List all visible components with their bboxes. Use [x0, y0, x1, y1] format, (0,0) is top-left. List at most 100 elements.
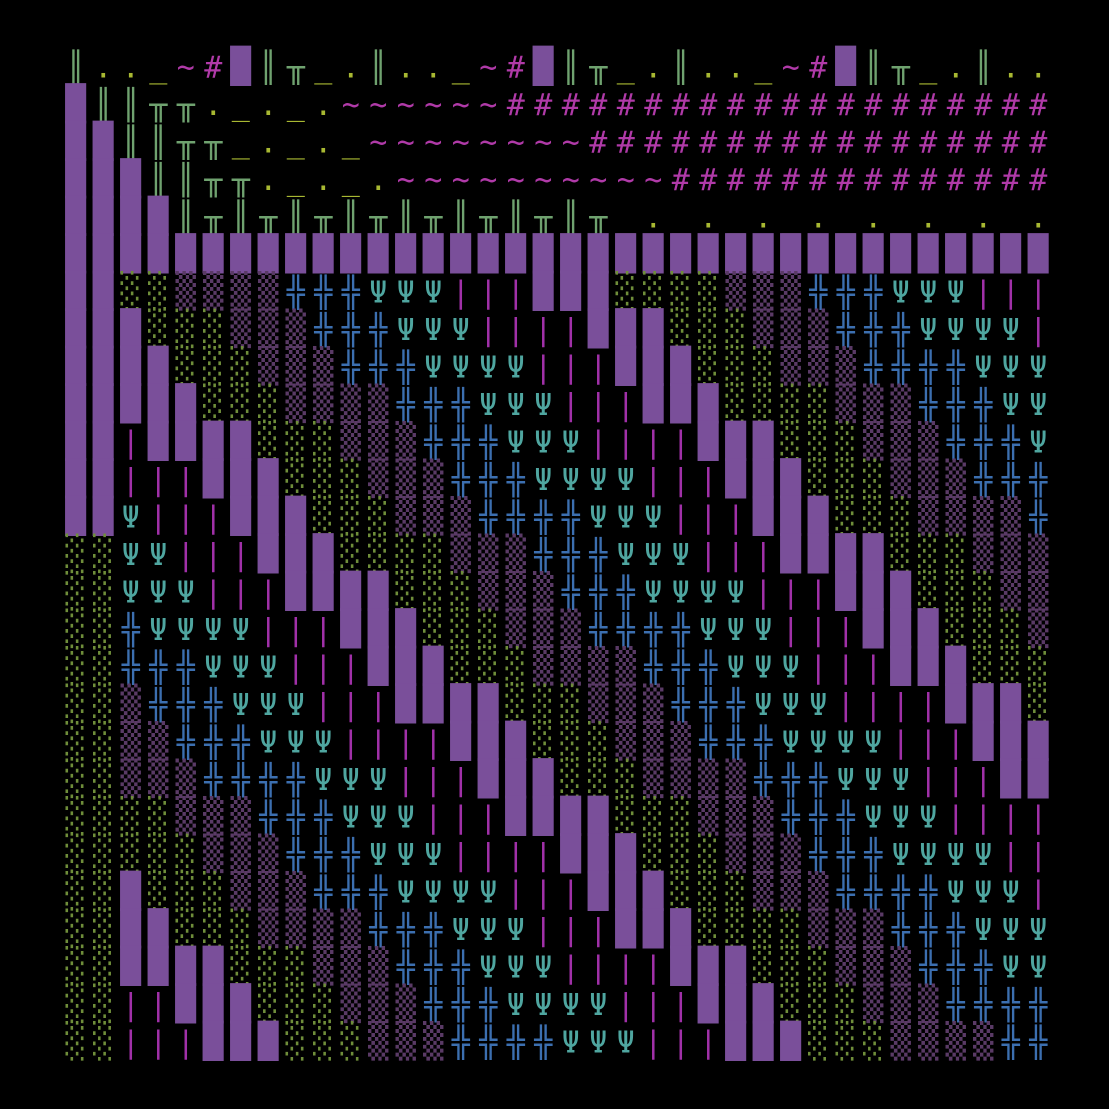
teal-fork-glyph-cell: Ψ — [562, 988, 580, 1023]
green-dotted-block-cell: ░ — [93, 683, 113, 724]
blue-cross-glyph-cell: ╬ — [451, 386, 471, 423]
green-dotted-block-cell: ░ — [66, 1020, 86, 1061]
green-dotted-block-cell: ░ — [781, 383, 801, 424]
magenta-tilde-glyph-cell: ~ — [534, 163, 552, 198]
green-double-pipe-glyph-cell: ║ — [397, 198, 415, 235]
blue-cross-glyph-cell: ╬ — [561, 573, 581, 610]
green-dotted-block-cell: ░ — [93, 533, 113, 574]
green-dotted-block-cell: ░ — [561, 720, 581, 761]
yellow-dot-glyph-cell: . — [369, 163, 387, 198]
blue-cross-glyph-cell: ╬ — [1001, 986, 1021, 1023]
magenta-bar-glyph-cell: | — [727, 538, 745, 573]
yellow-dot-glyph-cell: . — [644, 200, 662, 235]
magenta-bar-glyph-cell: | — [177, 500, 195, 535]
purple-solid-block-cell: █ — [120, 158, 142, 199]
dark-purple-shade-block-cell: ▒ — [313, 945, 334, 986]
teal-fork-glyph-cell: Ψ — [149, 575, 167, 610]
teal-fork-glyph-cell: Ψ — [534, 463, 552, 498]
blue-cross-glyph-cell: ╬ — [1001, 1023, 1021, 1060]
purple-solid-block-cell: █ — [725, 945, 747, 986]
teal-fork-glyph-cell: Ψ — [809, 725, 827, 760]
teal-fork-glyph-cell: Ψ — [479, 350, 497, 385]
blue-cross-glyph-cell: ╬ — [286, 836, 306, 873]
green-dotted-block-cell: ░ — [726, 383, 746, 424]
magenta-bar-glyph-cell: | — [892, 725, 910, 760]
green-dotted-block-cell: ░ — [1028, 683, 1048, 724]
green-tee-glyph-cell: ╥ — [588, 50, 608, 85]
yellow-dot-glyph-cell: . — [644, 50, 662, 85]
magenta-bar-glyph-cell: | — [534, 350, 552, 385]
magenta-tilde-glyph-cell: ~ — [479, 125, 497, 160]
teal-fork-glyph-cell: Ψ — [122, 575, 140, 610]
magenta-hash-glyph-cell: # — [892, 88, 910, 123]
blue-cross-glyph-cell: ╬ — [698, 723, 718, 760]
magenta-tilde-glyph-cell: ~ — [452, 88, 470, 123]
blue-cross-glyph-cell: ╬ — [946, 386, 966, 423]
green-dotted-block-cell: ░ — [836, 458, 856, 499]
purple-solid-block-cell: █ — [615, 308, 637, 349]
green-dotted-block-cell: ░ — [313, 983, 333, 1024]
yellow-underscore-glyph-cell: _ — [727, 200, 746, 235]
purple-solid-block-cell: █ — [587, 308, 609, 349]
green-dotted-block-cell: ░ — [808, 383, 828, 424]
dark-purple-shade-block-cell: ▒ — [891, 383, 912, 424]
green-tee-glyph-cell: ╥ — [203, 163, 223, 198]
magenta-bar-glyph-cell: | — [919, 763, 937, 798]
green-dotted-block-cell: ░ — [313, 458, 333, 499]
dark-purple-shade-block-cell: ▒ — [341, 945, 362, 986]
yellow-underscore-glyph-cell: _ — [287, 125, 306, 160]
teal-fork-glyph-cell: Ψ — [1002, 388, 1020, 423]
blue-cross-glyph-cell: ╬ — [946, 986, 966, 1023]
teal-fork-glyph-cell: Ψ — [369, 275, 387, 310]
magenta-bar-glyph-cell: | — [809, 650, 827, 685]
magenta-bar-glyph-cell: | — [782, 613, 800, 648]
dark-purple-shade-block-cell: ▒ — [808, 345, 829, 386]
teal-fork-glyph-cell: Ψ — [122, 538, 140, 573]
purple-solid-block-cell: █ — [147, 908, 169, 949]
blue-cross-glyph-cell: ╬ — [203, 723, 223, 760]
teal-fork-glyph-cell: Ψ — [342, 763, 360, 798]
blue-cross-glyph-cell: ╬ — [231, 761, 251, 798]
green-dotted-block-cell: ░ — [93, 983, 113, 1024]
magenta-hash-glyph-cell: # — [727, 88, 745, 123]
dark-purple-shade-block-cell: ▒ — [891, 1020, 912, 1061]
blue-cross-glyph-cell: ╬ — [341, 873, 361, 910]
green-dotted-block-cell: ░ — [66, 645, 86, 686]
magenta-bar-glyph-cell: | — [452, 275, 470, 310]
magenta-bar-glyph-cell: | — [259, 575, 277, 610]
magenta-hash-glyph-cell: # — [864, 125, 882, 160]
teal-fork-glyph-cell: Ψ — [259, 650, 277, 685]
green-dotted-block-cell: ░ — [588, 720, 608, 761]
teal-fork-glyph-cell: Ψ — [617, 1025, 635, 1060]
blue-cross-glyph-cell: ╬ — [753, 761, 773, 798]
teal-fork-glyph-cell: Ψ — [397, 838, 415, 873]
purple-solid-block-cell: █ — [175, 945, 197, 986]
magenta-bar-glyph-cell: | — [754, 538, 772, 573]
magenta-bar-glyph-cell: | — [617, 388, 635, 423]
magenta-hash-glyph-cell: # — [782, 163, 800, 198]
teal-fork-glyph-cell: Ψ — [1002, 313, 1020, 348]
green-dotted-block-cell: ░ — [423, 533, 443, 574]
green-dotted-block-cell: ░ — [286, 458, 306, 499]
magenta-tilde-glyph-cell: ~ — [479, 88, 497, 123]
purple-solid-block-cell: █ — [752, 1020, 774, 1061]
dark-purple-shade-block-cell: ▒ — [286, 383, 307, 424]
green-tee-glyph-cell: ╥ — [588, 200, 608, 235]
magenta-hash-glyph-cell: # — [644, 125, 662, 160]
blue-cross-glyph-cell: ╬ — [918, 348, 938, 385]
green-dotted-block-cell: ░ — [93, 833, 113, 874]
purple-solid-block-cell: █ — [587, 233, 609, 274]
purple-solid-block-cell: █ — [147, 945, 169, 986]
yellow-underscore-glyph-cell: _ — [1002, 200, 1021, 235]
green-dotted-block-cell: ░ — [313, 420, 333, 461]
purple-solid-block-cell: █ — [230, 233, 252, 274]
green-dotted-block-cell: ░ — [671, 833, 691, 874]
magenta-hash-glyph-cell: # — [589, 88, 607, 123]
green-dotted-block-cell: ░ — [423, 570, 443, 611]
green-dotted-block-cell: ░ — [66, 945, 86, 986]
purple-solid-block-cell: █ — [1027, 758, 1049, 799]
purple-solid-block-cell: █ — [147, 345, 169, 386]
purple-solid-block-cell: █ — [230, 45, 252, 86]
green-dotted-block-cell: ░ — [286, 420, 306, 461]
yellow-dot-glyph-cell: . — [1029, 200, 1047, 235]
